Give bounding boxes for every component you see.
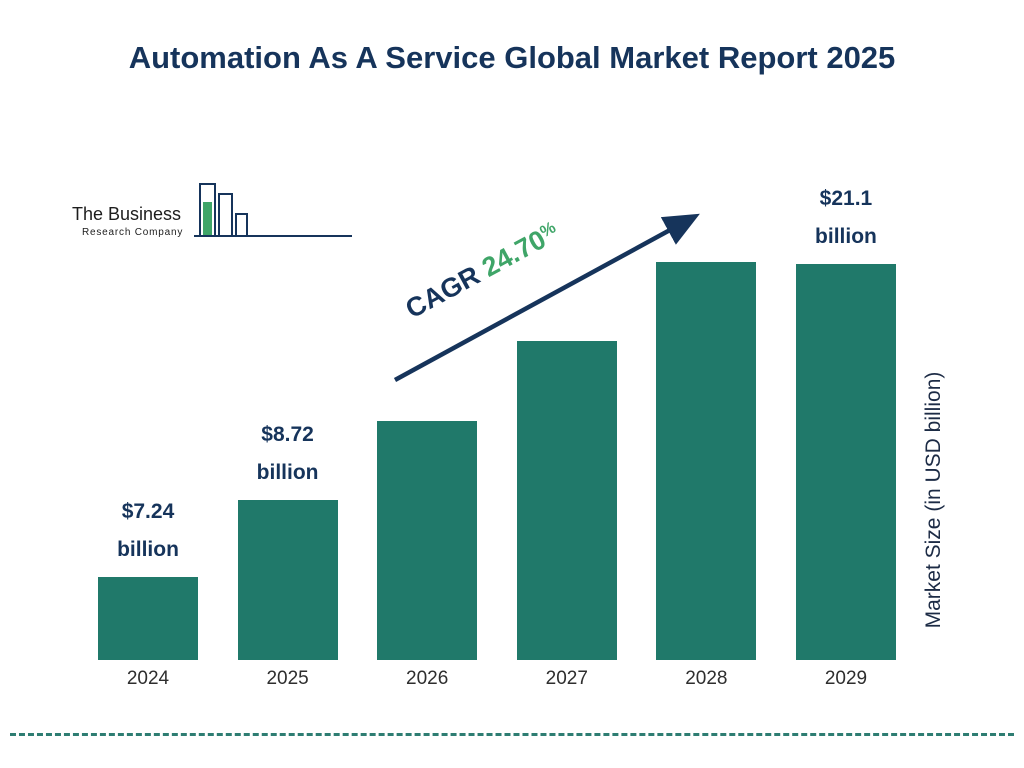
logo-name-line1: The Business [72, 204, 182, 224]
company-logo: The Business Research Company [72, 178, 352, 250]
bar-value-label-2024: $7.24 billion [117, 493, 179, 569]
company-logo-text: The Business Research Company [72, 204, 183, 238]
bars-row: $7.24 billion $8.72 billion $21.1 billion [98, 180, 896, 660]
bar-2028 [656, 262, 757, 660]
bar-group-2027 [516, 180, 617, 660]
bar-group-2029: $21.1 billion [795, 180, 896, 660]
bar-value-unit: billion [117, 538, 179, 562]
page-title-text: Automation As A Service Global Market Re… [128, 40, 896, 75]
category-label-2026: 2026 [406, 668, 449, 689]
bar-value-amount: $7.24 [121, 500, 175, 524]
category-label-2025: 2025 [266, 668, 309, 689]
cagr-trend-arrow [393, 213, 700, 382]
bar-group-2026 [377, 180, 478, 660]
bar-value-unit: billion [256, 461, 319, 485]
y-axis-label: Market Size (in USD billion) [922, 371, 945, 629]
category-row: 2024 2025 2026 2027 2028 2029 [98, 668, 896, 690]
category-label-2027: 2027 [545, 668, 588, 689]
bar-value-unit: billion [815, 224, 877, 248]
bar-2026 [377, 421, 478, 660]
bottom-dashed-divider [10, 733, 1014, 736]
bar-2029 [795, 263, 896, 660]
category-label-2029: 2029 [824, 668, 868, 689]
bar-2027 [516, 341, 617, 660]
bar-group-2028 [656, 180, 757, 660]
bar-group-2024: $7.24 billion [98, 180, 198, 660]
bar-2024 [98, 577, 198, 660]
bar-value-label-2025: $8.72 billion [257, 416, 319, 492]
logo-name-line2: Research Company [82, 227, 184, 238]
bar-value-label-2029: $21.1 billion [815, 180, 877, 256]
bar-2025 [237, 500, 338, 660]
bar-value-amount: $8.72 [261, 423, 314, 447]
bar-group-2025: $8.72 billion [237, 180, 338, 660]
bar-value-amount: $21.1 [819, 187, 873, 210]
category-label-2028: 2028 [685, 668, 728, 689]
category-label-2024: 2024 [126, 668, 170, 689]
logo-bars-icon [194, 183, 352, 237]
page-title: Automation As A Service Global Market Re… [0, 36, 1024, 81]
